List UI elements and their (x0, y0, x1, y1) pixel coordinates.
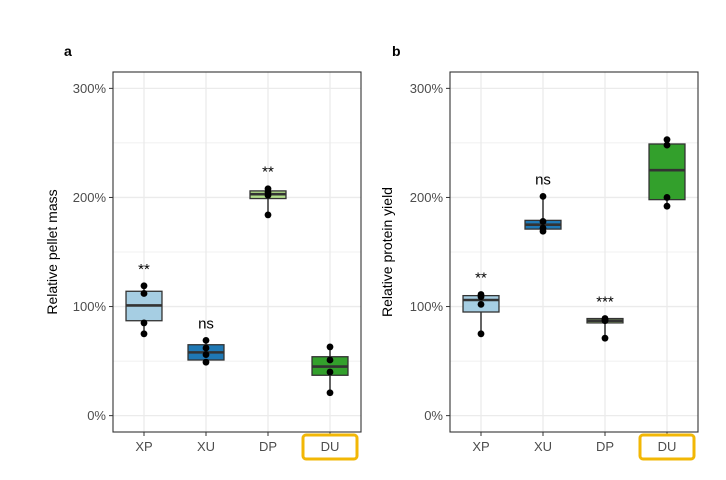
y-tick-label: 200% (73, 190, 107, 205)
data-point (202, 351, 210, 358)
data-point (601, 334, 609, 342)
data-point (202, 336, 210, 344)
box-group-du (648, 136, 686, 210)
data-point (264, 185, 272, 193)
data-point (140, 330, 148, 338)
data-point (264, 211, 272, 219)
box-group-xu: ns (524, 171, 562, 235)
significance-label: ** (475, 270, 487, 287)
data-point (663, 136, 671, 144)
data-point (326, 356, 334, 364)
box-group-dp: *** (586, 294, 624, 342)
data-point (663, 141, 671, 149)
data-point (202, 358, 210, 366)
y-tick-label: 200% (410, 190, 444, 205)
y-tick-label: 0% (424, 408, 443, 423)
data-point (140, 319, 148, 327)
data-point (663, 194, 671, 201)
data-point (326, 368, 334, 376)
x-tick-label-du: DU (321, 439, 340, 454)
data-point (140, 282, 148, 290)
significance-label: ** (138, 261, 150, 278)
data-point (539, 192, 547, 200)
y-axis-label: Relative pellet mass (44, 189, 60, 314)
box-group-xp: ** (462, 270, 500, 338)
panel-border (112, 71, 362, 433)
highlight-box (301, 433, 359, 461)
significance-label: *** (596, 294, 614, 311)
data-point (202, 344, 210, 352)
data-point (539, 224, 547, 232)
data-point (539, 218, 547, 225)
box-group-du (311, 343, 349, 397)
y-tick-label: 300% (73, 81, 107, 96)
significance-label: ns (198, 315, 214, 332)
panel-border (449, 71, 699, 433)
x-tick-label-dp: DP (259, 439, 277, 454)
panel-a: a 0% 100% 200% 300% Relative pellet mass XP XU D… (44, 43, 362, 461)
data-point (140, 290, 148, 297)
x-tick-label-xp: XP (472, 439, 489, 454)
data-point (601, 315, 609, 322)
y-tick-label: 300% (410, 81, 444, 96)
significance-label: ** (262, 164, 274, 181)
highlight-box (638, 433, 696, 461)
x-tick-label-xu: XU (534, 439, 552, 454)
box-group-xu: ns (187, 315, 225, 366)
y-tick-label: 100% (410, 299, 444, 314)
x-tick-label-du: DU (658, 439, 677, 454)
data-point (326, 389, 334, 397)
box-group-dp: ** (249, 164, 287, 219)
panel-letter-a: a (64, 43, 72, 59)
panel-b: b 0% 100% 200% 300% Relative protein yield XP X… (379, 43, 699, 461)
y-tick-label: 100% (73, 299, 107, 314)
x-tick-label-xp: XP (135, 439, 152, 454)
data-point (477, 330, 485, 338)
box (648, 143, 686, 201)
data-point (326, 343, 334, 351)
x-tick-label-dp: DP (596, 439, 614, 454)
significance-label: ns (535, 171, 551, 188)
y-axis-label: Relative protein yield (379, 187, 395, 317)
data-point (663, 202, 671, 210)
panel-letter-b: b (392, 43, 401, 59)
box-group-xp: ** (125, 261, 163, 338)
data-point (477, 291, 485, 298)
x-tick-label-xu: XU (197, 439, 215, 454)
data-point (477, 300, 485, 308)
y-tick-label: 0% (87, 408, 106, 423)
